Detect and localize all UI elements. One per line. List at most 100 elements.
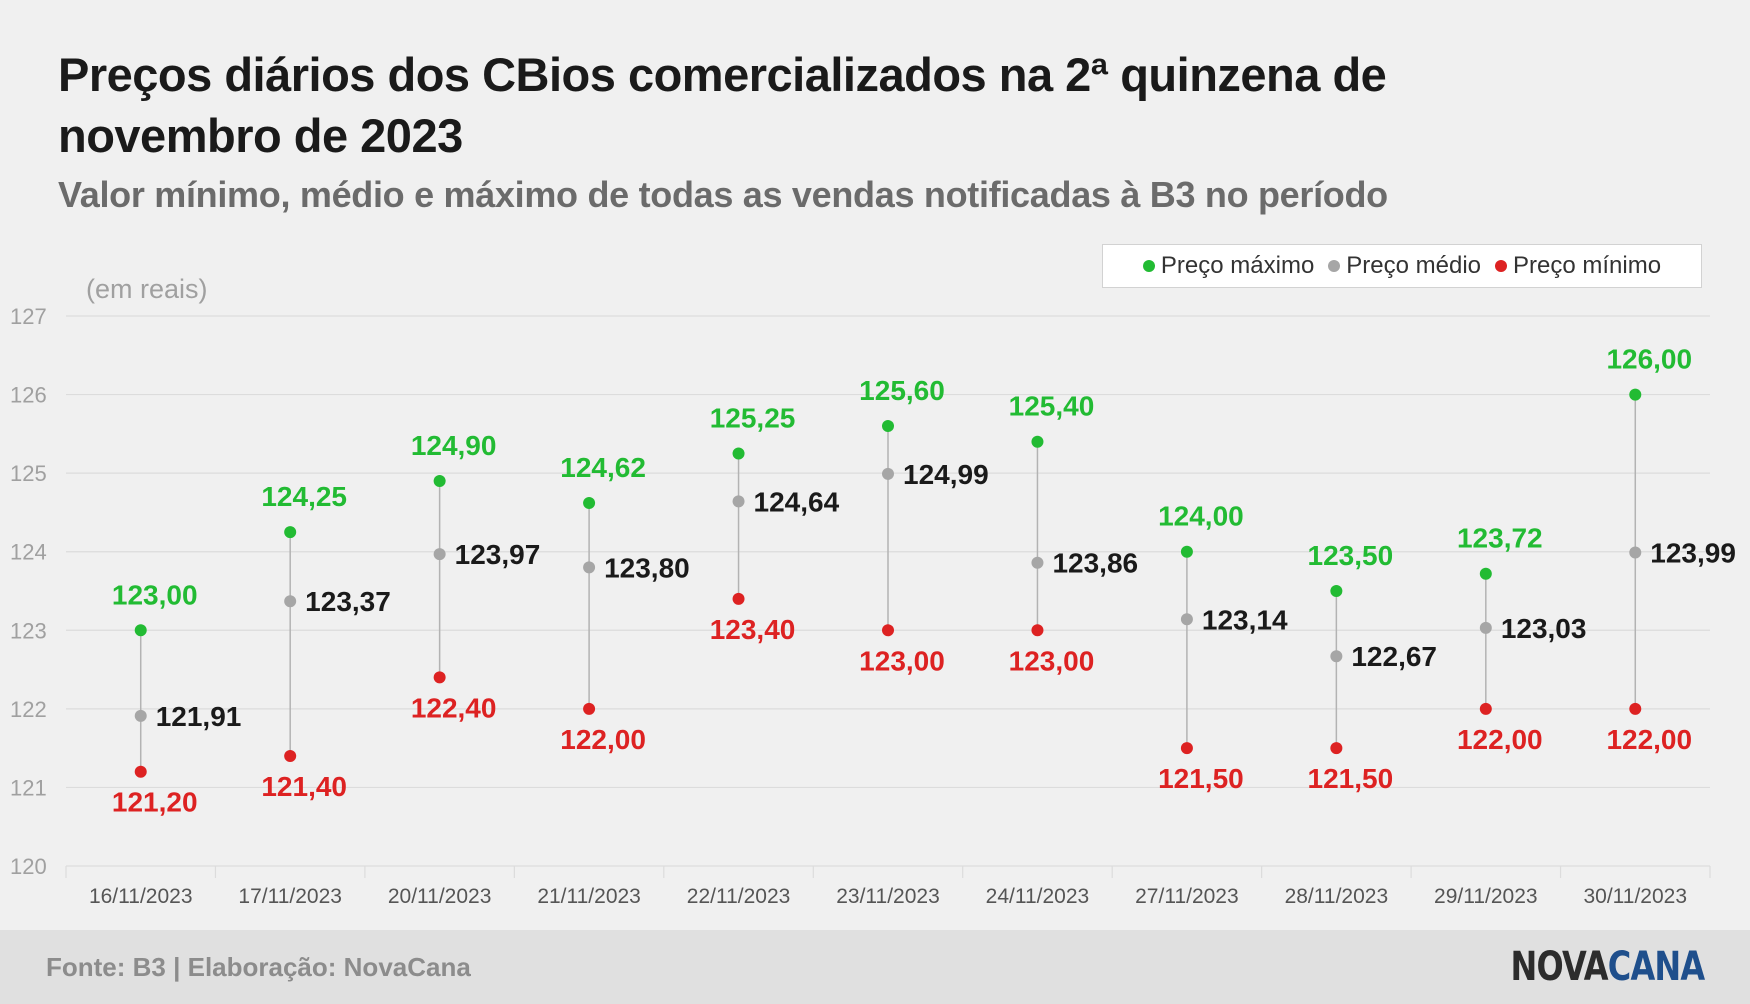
- x-tick-label: 30/11/2023: [1583, 885, 1687, 908]
- avg-value-label: 124,99: [903, 459, 989, 490]
- min-point: [134, 765, 147, 778]
- avg-value-label: 122,67: [1351, 641, 1437, 672]
- max-value-label: 125,40: [1009, 391, 1095, 422]
- legend-item-max: Preço máximo: [1142, 252, 1315, 280]
- max-point: [1180, 545, 1193, 558]
- avg-value-label: 123,14: [1202, 604, 1288, 635]
- min-value-label: 122,40: [411, 692, 497, 723]
- avg-value-label: 123,80: [604, 552, 690, 583]
- x-tick-label: 24/11/2023: [986, 885, 1090, 908]
- max-value-label: 124,25: [261, 481, 347, 512]
- avg-point: [1180, 613, 1193, 626]
- y-tick-label: 123: [10, 618, 47, 643]
- avg-value-label: 121,91: [156, 701, 242, 732]
- min-point: [732, 592, 745, 605]
- max-point: [1330, 585, 1343, 597]
- x-tick-label: 29/11/2023: [1434, 885, 1538, 908]
- max-value-label: 124,90: [411, 430, 497, 461]
- min-point: [1479, 702, 1492, 715]
- avg-point: [433, 548, 446, 561]
- min-point: [1330, 742, 1343, 755]
- legend-item-min: Preço mínimo: [1495, 252, 1661, 280]
- legend: Preço máximo Preço médio Preço mínimo: [1102, 244, 1702, 288]
- min-point: [1031, 624, 1044, 637]
- avg-point: [134, 709, 147, 722]
- x-tick-label: 23/11/2023: [836, 885, 940, 908]
- max-point: [583, 497, 596, 509]
- legend-dot-min: [1495, 260, 1508, 272]
- x-tick-label: 20/11/2023: [388, 885, 492, 908]
- max-value-label: 126,00: [1606, 344, 1692, 375]
- x-tick-label: 16/11/2023: [89, 885, 193, 908]
- min-value-label: 122,00: [560, 724, 646, 755]
- min-value-label: 122,00: [1606, 724, 1692, 755]
- max-value-label: 123,50: [1308, 540, 1394, 571]
- avg-value-label: 123,99: [1650, 538, 1736, 569]
- x-tick-label: 17/11/2023: [238, 885, 342, 908]
- legend-item-avg: Preço médio: [1328, 252, 1481, 280]
- max-point: [1031, 435, 1044, 448]
- min-value-label: 121,40: [261, 771, 347, 802]
- min-point: [882, 624, 894, 637]
- novacana-logo: NOVACANA: [1510, 944, 1705, 990]
- y-tick-label: 122: [10, 697, 47, 722]
- min-value-label: 122,00: [1457, 724, 1543, 755]
- chart-title: Preços diários dos CBios comercializados…: [58, 48, 1387, 162]
- legend-label-min: Preço mínimo: [1513, 252, 1662, 279]
- max-value-label: 123,00: [112, 579, 198, 610]
- avg-value-label: 123,97: [455, 539, 541, 570]
- min-value-label: 121,20: [112, 787, 198, 818]
- y-unit-label: (em reais): [86, 274, 208, 304]
- min-point: [1180, 742, 1193, 755]
- max-value-label: 123,72: [1457, 523, 1543, 554]
- footer: Fonte: B3 | Elaboração: NovaCana NOVACAN…: [0, 930, 1750, 1004]
- avg-point: [284, 595, 297, 608]
- y-tick-label: 124: [10, 540, 47, 565]
- y-tick-label: 120: [10, 854, 47, 879]
- source-credit: Fonte: B3 | Elaboração: NovaCana: [46, 952, 471, 982]
- x-tick-label: 28/11/2023: [1285, 885, 1389, 908]
- price-range-chart: (em reais) 120 121 122 123 124 125 126 127 16/11/…: [10, 274, 1736, 908]
- legend-dot-max: [1142, 260, 1155, 272]
- min-value-label: 123,00: [859, 645, 945, 676]
- avg-point: [1330, 650, 1343, 663]
- max-point: [433, 475, 446, 487]
- max-value-label: 124,62: [560, 452, 646, 483]
- min-point: [433, 671, 446, 684]
- avg-value-label: 123,86: [1052, 548, 1138, 579]
- min-value-label: 121,50: [1158, 763, 1244, 794]
- y-tick-label: 121: [10, 775, 47, 800]
- min-value-label: 123,00: [1009, 645, 1095, 676]
- avg-value-label: 123,03: [1501, 613, 1587, 644]
- legend-label-max: Preço máximo: [1160, 252, 1315, 279]
- legend-label-avg: Preço médio: [1346, 252, 1482, 279]
- x-tick-label: 27/11/2023: [1135, 885, 1239, 908]
- avg-point: [583, 561, 596, 574]
- y-tick-label: 125: [10, 461, 47, 486]
- avg-value-label: 124,64: [754, 486, 840, 517]
- chart-subtitle: Valor mínimo, médio e máximo de todas as…: [58, 174, 1388, 215]
- y-tick-label: 126: [10, 383, 47, 408]
- min-point: [284, 750, 297, 762]
- y-tick-label: 127: [10, 304, 47, 329]
- max-point: [1629, 388, 1642, 401]
- avg-point: [732, 495, 745, 508]
- x-tick-label: 22/11/2023: [687, 885, 791, 908]
- avg-point: [1031, 556, 1044, 569]
- logo-part-nova: NOVA: [1510, 944, 1608, 990]
- min-point: [1629, 702, 1642, 715]
- max-point: [134, 624, 147, 637]
- x-tick-label: 21/11/2023: [537, 885, 641, 908]
- avg-point: [1629, 546, 1642, 559]
- max-value-label: 125,25: [710, 403, 796, 434]
- avg-point: [1479, 621, 1492, 634]
- min-value-label: 121,50: [1308, 763, 1394, 794]
- avg-point: [882, 467, 894, 480]
- max-value-label: 125,60: [859, 375, 945, 406]
- max-value-label: 124,00: [1158, 501, 1244, 532]
- min-point: [583, 702, 596, 715]
- max-point: [1479, 567, 1492, 580]
- logo-part-cana: CANA: [1607, 944, 1704, 990]
- legend-dot-avg: [1328, 260, 1341, 272]
- max-point: [284, 526, 297, 539]
